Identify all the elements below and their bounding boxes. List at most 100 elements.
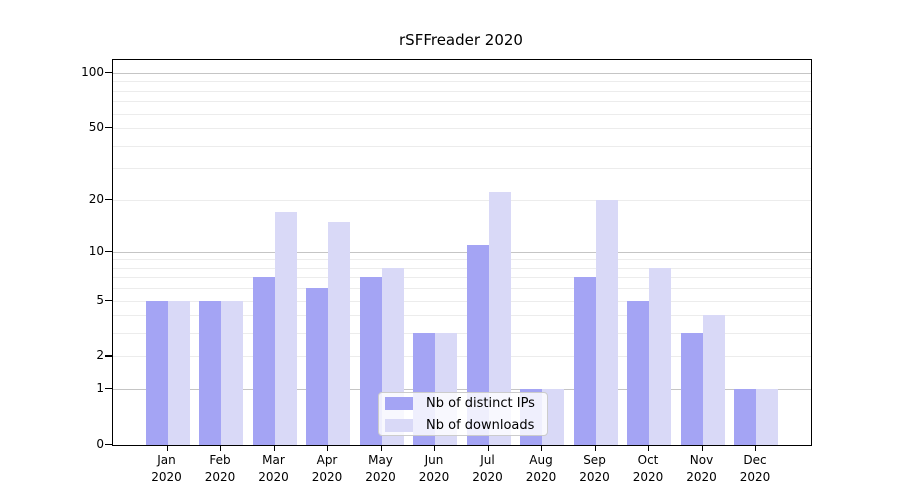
minor-gridline xyxy=(113,267,811,269)
y-tick xyxy=(105,444,112,446)
x-tick-month: Aug xyxy=(529,453,553,467)
bar-distinct-ips-oct xyxy=(627,300,649,445)
minor-gridline xyxy=(113,356,811,358)
bar-distinct-ips-apr xyxy=(306,288,328,445)
x-tick-year: 2020 xyxy=(204,469,236,484)
x-tick xyxy=(594,445,596,451)
legend-row: Nb of downloads xyxy=(385,418,547,433)
minor-gridline xyxy=(113,81,811,83)
x-tick-year: 2020 xyxy=(151,469,182,484)
y-tick xyxy=(105,250,112,252)
y-tick xyxy=(105,71,112,74)
x-tick-year: 2020 xyxy=(579,469,610,484)
x-tick-year: 2020 xyxy=(418,469,450,484)
x-tick xyxy=(755,445,757,451)
bars-layer xyxy=(113,60,811,445)
bar-distinct-ips-mar xyxy=(252,277,275,445)
bar-downloads-apr xyxy=(328,221,350,445)
y-tick xyxy=(105,355,112,357)
bar-distinct-ips-feb xyxy=(199,300,221,445)
y-tick-label: 20 xyxy=(88,191,104,206)
y-tick xyxy=(105,127,112,129)
legend-swatch-distinct-ips xyxy=(385,396,413,410)
x-tick-year: 2020 xyxy=(686,469,717,484)
x-tick xyxy=(220,445,222,451)
y-tick-label: 10 xyxy=(88,243,104,258)
minor-gridline xyxy=(113,277,811,279)
y-tick-label: 50 xyxy=(88,120,104,135)
x-tick-year: 2020 xyxy=(365,469,396,484)
x-tick-label: Jul 2020 xyxy=(458,452,518,485)
minor-gridline xyxy=(113,288,811,290)
x-tick-label: Dec 2020 xyxy=(725,452,785,485)
minor-gridline xyxy=(113,168,811,170)
y-tick-label: 0 xyxy=(96,437,104,451)
y-tick-label: 5 xyxy=(96,292,104,307)
x-tick-year: 2020 xyxy=(311,469,343,484)
x-tick-label: Mar 2020 xyxy=(244,452,304,485)
x-tick-label: Oct 2020 xyxy=(618,452,678,485)
minor-gridline xyxy=(113,90,811,92)
y-tick-label: 1 xyxy=(96,381,104,396)
chart-title: rSFFreader 2020 xyxy=(399,31,523,49)
x-tick-month: Jan xyxy=(157,453,176,467)
y-tick xyxy=(105,299,112,301)
x-tick-month: Jun xyxy=(424,453,444,467)
x-tick xyxy=(166,445,168,451)
x-tick-month: Jul xyxy=(480,453,495,467)
x-tick-year: 2020 xyxy=(472,469,503,484)
x-tick-year: 2020 xyxy=(739,469,771,484)
x-tick-label: Apr 2020 xyxy=(297,452,357,485)
minor-gridline xyxy=(113,101,811,103)
minor-gridline xyxy=(113,199,811,201)
y-tick-label: 100 xyxy=(81,64,104,79)
minor-gridline xyxy=(113,145,811,147)
grid-layer xyxy=(113,60,811,445)
legend: Nb of distinct IPs Nb of downloads xyxy=(378,392,548,436)
major-gridline xyxy=(113,389,811,391)
minor-gridline xyxy=(113,128,811,130)
bar-downloads-nov xyxy=(702,315,725,445)
legend-label: Nb of distinct IPs xyxy=(426,395,535,411)
x-tick-month: Dec xyxy=(743,453,767,467)
legend-row: Nb of distinct IPs xyxy=(385,396,547,411)
bar-downloads-jul xyxy=(488,192,511,445)
bar-distinct-ips-sep xyxy=(573,277,596,445)
bar-downloads-mar xyxy=(274,212,297,445)
y-tick xyxy=(105,388,112,390)
bar-distinct-ips-nov xyxy=(680,333,703,445)
x-tick xyxy=(434,445,436,451)
x-tick xyxy=(701,445,703,451)
x-tick-month: Mar xyxy=(262,453,285,467)
minor-gridline xyxy=(113,333,811,335)
minor-gridline xyxy=(113,300,811,302)
y-tick-label: 2 xyxy=(96,348,104,363)
x-tick-month: Sep xyxy=(583,453,606,467)
x-tick-month: May xyxy=(368,453,393,467)
x-tick-label: Jun 2020 xyxy=(404,452,464,485)
bar-distinct-ips-jan xyxy=(145,300,168,445)
x-tick-year: 2020 xyxy=(258,469,289,484)
bar-downloads-feb xyxy=(221,300,243,445)
bar-downloads-dec xyxy=(756,389,778,445)
bar-distinct-ips-may xyxy=(359,277,382,445)
x-tick xyxy=(487,445,489,451)
x-tick-label: May 2020 xyxy=(351,452,411,485)
bar-downloads-sep xyxy=(595,199,618,445)
x-tick-label: Feb 2020 xyxy=(190,452,250,485)
x-tick-year: 2020 xyxy=(632,469,664,484)
x-tick xyxy=(380,445,382,451)
bar-downloads-oct xyxy=(649,267,671,445)
x-tick xyxy=(648,445,650,451)
minor-gridline xyxy=(113,259,811,261)
y-tick xyxy=(105,198,112,200)
legend-swatch-downloads xyxy=(385,418,413,432)
x-tick-label: Sep 2020 xyxy=(565,452,625,485)
x-tick xyxy=(541,445,543,451)
x-tick xyxy=(327,445,329,451)
x-tick-month: Oct xyxy=(637,453,659,467)
minor-gridline xyxy=(113,113,811,115)
major-gridline xyxy=(113,72,811,74)
plot-area xyxy=(112,59,812,446)
bar-downloads-jan xyxy=(167,300,190,445)
